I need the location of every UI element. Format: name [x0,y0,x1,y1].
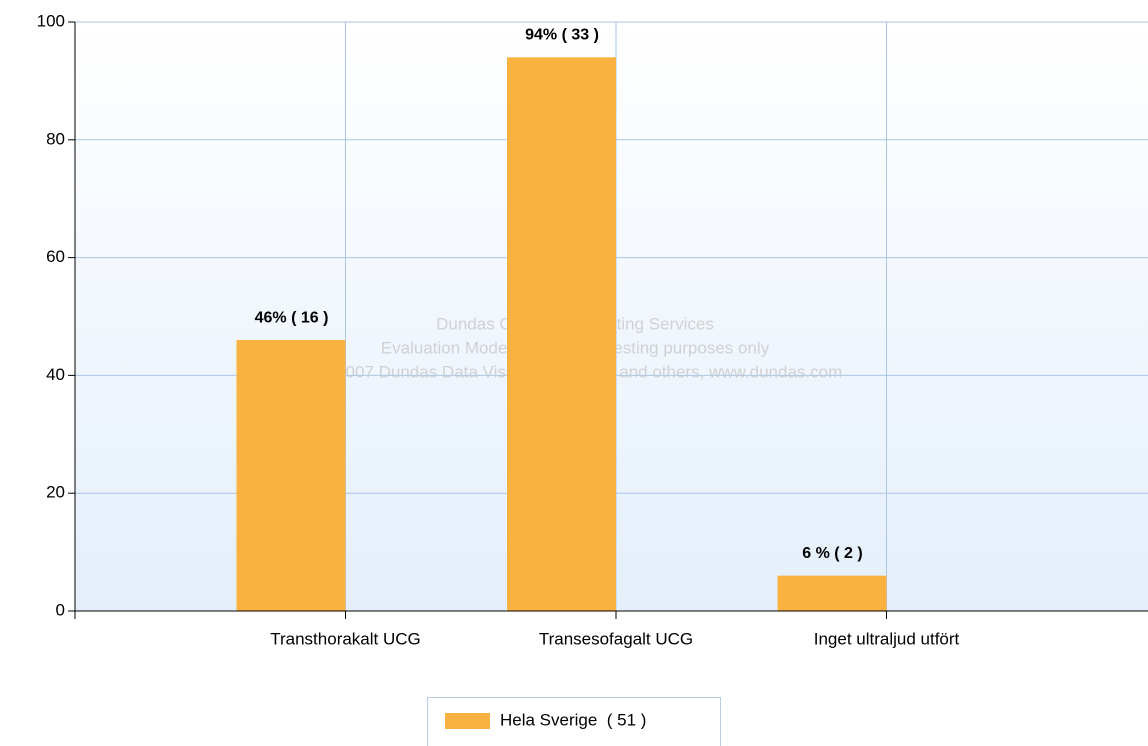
bar [777,575,887,611]
y-tick-label: 100 [37,11,65,30]
x-tick-label: Transesofagalt UCG [539,629,693,648]
bar [236,340,346,611]
y-tick-label: 40 [46,365,65,384]
y-tick-label: 0 [56,600,65,619]
x-tick-label: Transthorakalt UCG [270,629,421,648]
y-tick-label: 60 [46,247,65,266]
value-label: 94% ( 33 ) [525,27,599,44]
value-label: 6 % ( 2 ) [802,545,862,562]
legend-label: Hela Sverige ( 51 ) [500,710,646,729]
value-label: 46% ( 16 ) [255,309,329,326]
x-tick-label: Inget ultraljud utfört [814,629,960,648]
y-tick-label: 20 [46,483,65,502]
y-tick-label: 80 [46,129,65,148]
legend-swatch [445,713,490,729]
bar [507,57,616,611]
